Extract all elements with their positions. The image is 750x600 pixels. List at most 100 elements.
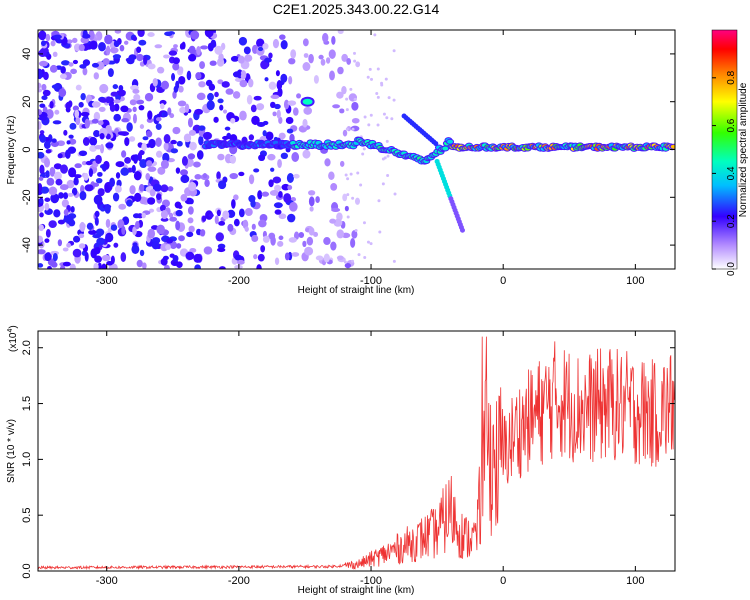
heatmap-cell <box>187 117 193 128</box>
y-tick-label: -20 <box>21 189 33 205</box>
heatmap-cell <box>84 251 89 262</box>
heatmap-cell <box>341 85 347 95</box>
heatmap-cell <box>238 36 248 46</box>
heatmap-cell <box>105 45 111 56</box>
heatmap-cell <box>670 144 675 149</box>
heatmap-cell <box>215 232 225 242</box>
heatmap-cell <box>52 120 62 125</box>
heatmap-cell <box>216 171 221 180</box>
heatmap-cell <box>447 139 454 144</box>
heatmap-cell <box>320 58 326 66</box>
heatmap-cell <box>351 117 360 124</box>
heatmap-cell <box>134 221 140 230</box>
x-tick-label: -300 <box>96 575 118 587</box>
heatmap-cell <box>121 225 126 235</box>
heatmap-cell <box>345 108 349 112</box>
heatmap-cell <box>145 172 151 181</box>
heatmap-cell <box>117 89 126 97</box>
heatmap-cell <box>224 126 231 131</box>
heatmap-cell <box>75 116 81 126</box>
heatmap-cell <box>322 32 329 43</box>
heatmap-cell <box>121 117 129 123</box>
heatmap-cell <box>268 81 277 90</box>
heatmap-cell <box>177 100 187 107</box>
heatmap-cell <box>173 44 178 49</box>
heatmap-cell <box>173 85 179 93</box>
heatmap-cell <box>94 210 100 218</box>
heatmap-cell <box>353 97 357 101</box>
heatmap-cell <box>133 170 142 181</box>
colorbar-tick-label: 0.6 <box>726 118 737 132</box>
heatmap-cell <box>185 251 195 261</box>
heatmap-cell <box>328 171 335 180</box>
heatmap-cell <box>217 79 224 85</box>
heatmap-cell <box>344 205 349 212</box>
heatmap-cell <box>78 44 85 52</box>
y-tick-label: 1.0 <box>21 452 33 467</box>
heatmap-cell <box>114 30 122 34</box>
heatmap-cell <box>459 227 465 233</box>
heatmap-cell <box>59 73 67 80</box>
heatmap-cell <box>331 35 336 45</box>
heatmap-cell <box>221 81 230 88</box>
heatmap-cell <box>92 182 100 187</box>
heatmap-cell <box>267 153 276 161</box>
heatmap-cell <box>353 59 357 63</box>
heatmap-cell <box>339 108 345 114</box>
heatmap-cell <box>175 220 181 231</box>
heatmap-cell <box>78 101 84 108</box>
heatmap-cell <box>48 186 58 196</box>
heatmap-cell <box>285 116 294 125</box>
heatmap-cell <box>200 45 209 50</box>
heatmap-cell <box>93 262 99 269</box>
heatmap-cell <box>280 73 288 83</box>
heatmap-cell <box>112 54 122 59</box>
heatmap-cell <box>337 30 344 35</box>
heatmap-cell <box>341 53 348 62</box>
heatmap-cell <box>105 232 114 243</box>
heatmap-cell <box>163 142 169 151</box>
heatmap-cell <box>136 259 143 268</box>
heatmap-cell <box>342 193 348 202</box>
heatmap-cell <box>330 183 338 191</box>
heatmap-cell <box>217 98 224 104</box>
heatmap-cell <box>167 107 172 116</box>
y-tick-label: 0 <box>21 146 33 152</box>
heatmap-cell <box>184 103 190 113</box>
heatmap-cell <box>323 253 330 263</box>
heatmap-cell <box>120 105 129 113</box>
heatmap-cell <box>131 244 140 254</box>
heatmap-cell <box>38 249 46 255</box>
heatmap-cell <box>126 57 135 65</box>
heatmap-cell <box>79 221 86 232</box>
heatmap-cell <box>38 224 44 232</box>
heatmap-cell <box>306 236 314 246</box>
heatmap-cell <box>219 104 224 111</box>
heatmap-cell <box>107 68 114 78</box>
heatmap-cell <box>40 186 50 194</box>
heatmap-cell <box>71 187 78 196</box>
heatmap-cell <box>180 194 188 202</box>
heatmap-cell <box>147 166 157 172</box>
heatmap-cell <box>132 106 137 113</box>
heatmap-cell <box>231 199 236 209</box>
heatmap-cell <box>392 98 396 102</box>
heatmap-cell <box>251 115 260 126</box>
heatmap-cell <box>390 117 394 121</box>
heatmap-cell <box>272 176 282 184</box>
heatmap-cell <box>356 171 360 175</box>
heatmap-cell <box>47 265 52 269</box>
heatmap-cell <box>276 109 281 119</box>
heatmap-cell <box>63 209 69 216</box>
heatmap-cell <box>366 240 370 244</box>
heatmap-cell <box>145 143 151 148</box>
heatmap-cell <box>375 91 379 95</box>
heatmap-cell <box>181 41 186 50</box>
heatmap-cell <box>118 84 124 92</box>
heatmap-cell <box>280 152 289 160</box>
heatmap-cell <box>74 109 80 119</box>
heatmap-cell <box>157 66 165 74</box>
heatmap-cell <box>392 259 396 263</box>
heatmap-cell <box>133 93 141 101</box>
heatmap-cell <box>186 70 192 81</box>
